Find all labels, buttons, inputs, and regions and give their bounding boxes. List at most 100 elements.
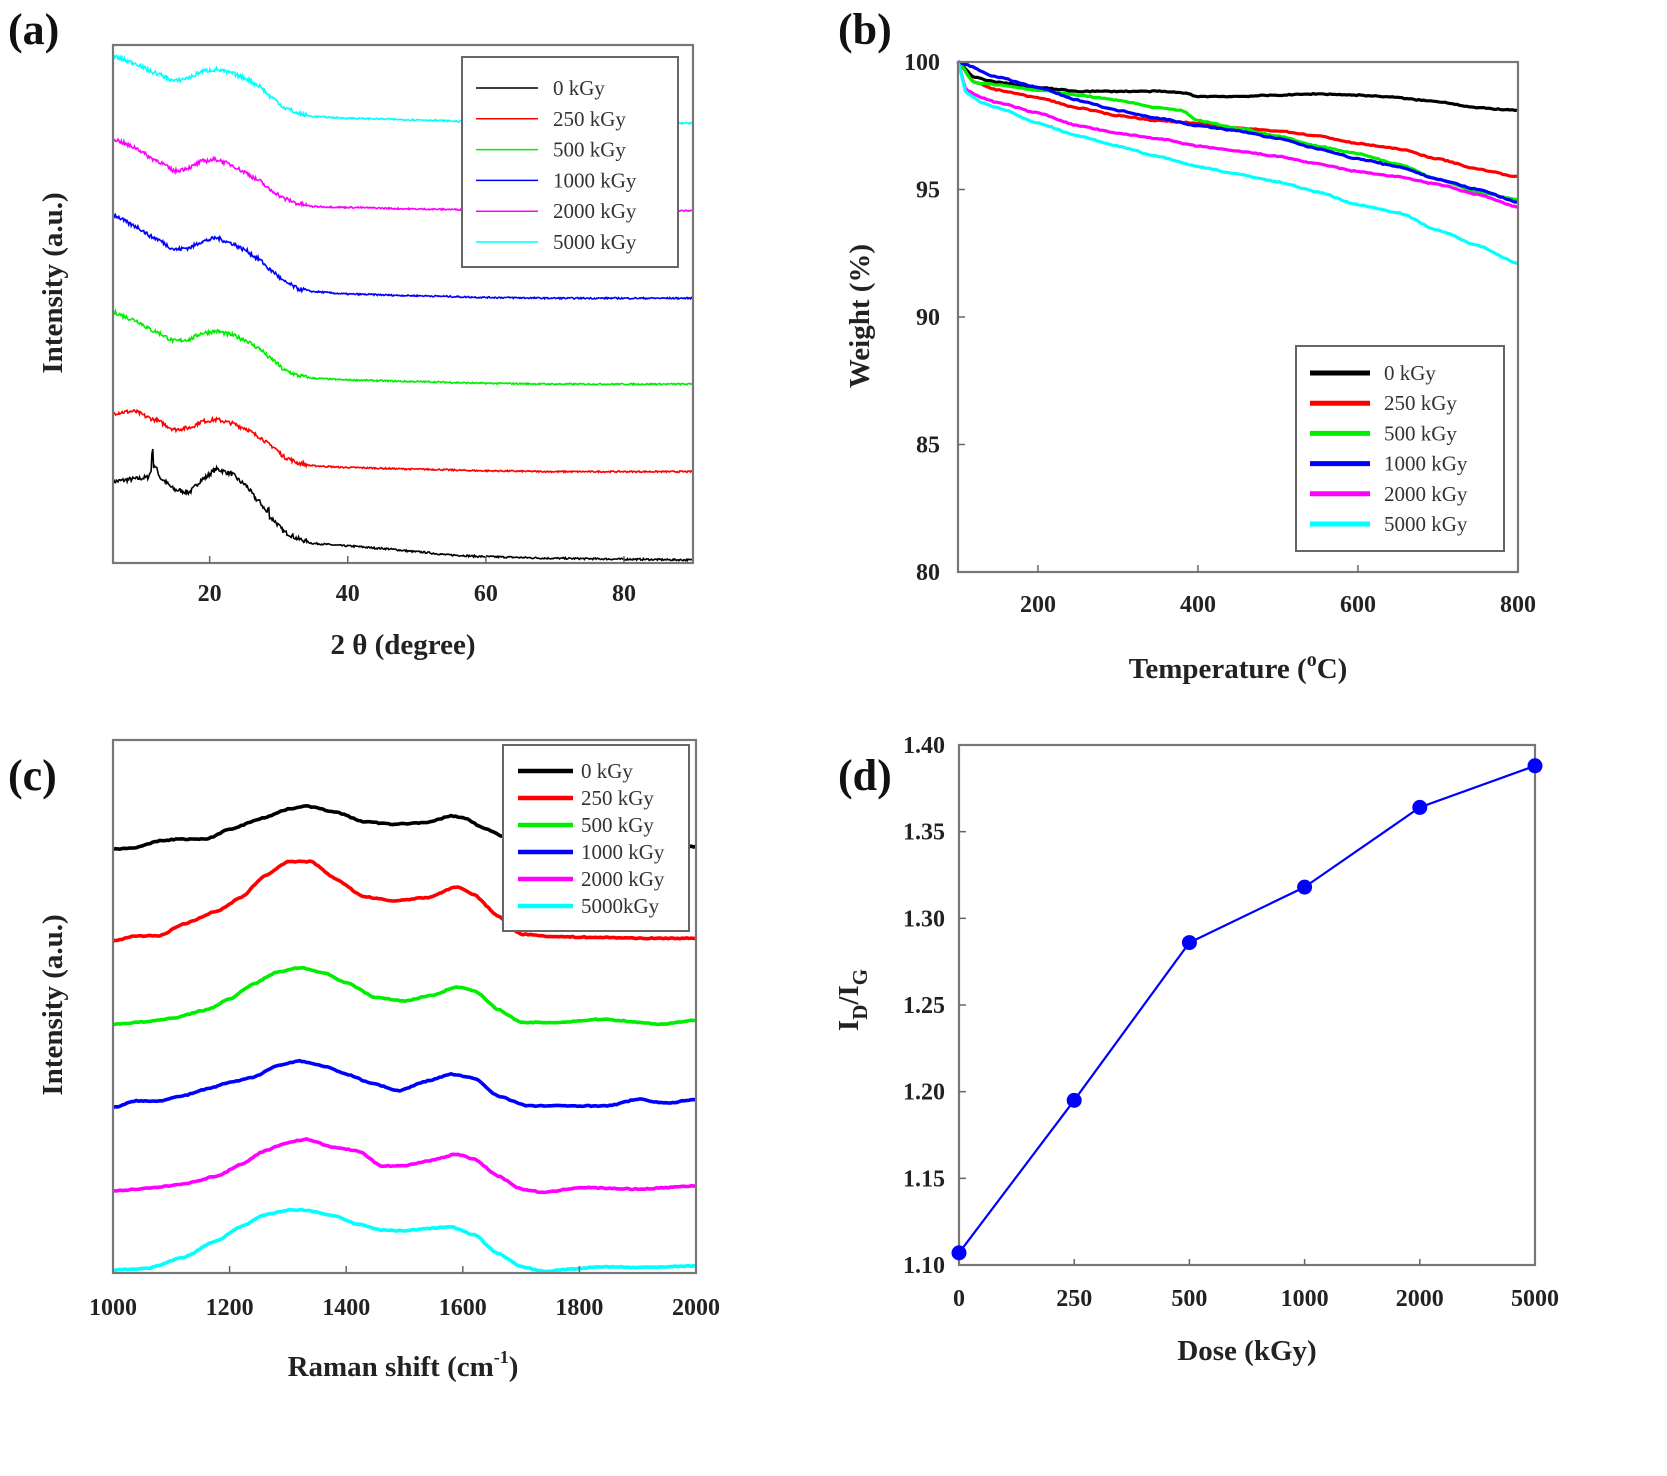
series-line-c-1000-kgy [112,1058,697,1110]
panel-c: (c) 1000 1200 1400 1600 1800 2000 Raman shift… [8,738,720,1383]
panel-c-xlabel-end: ) [509,1351,519,1383]
panel-c-ylabel: Intensity (a.u.) [37,914,69,1095]
panel-a: (a) 20 40 60 80 2 θ (degree) Intensity (a.u… [8,5,695,661]
series-line-a-500-kgy [112,308,693,387]
panel-d-ylabel-sub-g: G [848,969,872,985]
legend-label-5000-kgy: 5000 kGy [1384,512,1468,536]
panel-d-ylabel-mid: /I [833,985,865,1005]
x-tick-label: 5000 [1511,1286,1559,1312]
legend-label-500-kgy: 500 kGy [553,138,626,162]
x-tick-label: 0 [953,1286,965,1312]
panel-b-ylabel: Weight (%) [844,244,876,388]
y-tick-label: 1.10 [903,1253,945,1279]
x-tick-label: 1000 [1281,1286,1329,1312]
legend-label-2000-kgy: 2000 kGy [581,867,665,891]
data-point-500 [1181,935,1197,951]
series-line-b-1000-kgy [957,60,1518,204]
y-tick-label: 1.15 [903,1166,945,1192]
legend-label-1000-kgy: 1000 kGy [1384,452,1468,476]
legend-label-5000kgy: 5000kGy [581,894,660,918]
panel-c-xlabel: Raman shift (cm-1) [288,1347,519,1383]
y-tick-label: 95 [916,178,940,204]
x-tick-label: 40 [336,581,360,607]
x-tick-label: 2000 [1396,1286,1444,1312]
y-tick-label: 1.40 [903,733,945,759]
x-tick-label: 1800 [555,1295,603,1321]
legend-label-0-kgy: 0 kGy [581,759,633,783]
panel-a-ylabel: Intensity (a.u.) [37,192,69,373]
series-line-c-5000kgy [113,1207,697,1274]
x-tick-label: 2000 [672,1295,720,1321]
panel-c-legend: 0 kGy 250 kGy 500 kGy 1000 kGy 2000 kGy 5000k… [502,744,690,932]
y-tick-label: 1.35 [903,820,945,846]
series-line-a-0-kgy [112,448,693,563]
panel-b-ticks: 200 400 600 800 80 85 90 95 100 [904,50,1536,618]
x-tick-label: 80 [612,581,636,607]
series-line-a-250-kgy [112,408,693,474]
panel-b: (b) 200 400 600 800 80 85 90 95 100 Temperature … [838,5,1536,685]
legend-label-0-kgy: 0 kGy [1384,361,1436,385]
panel-a-frame [111,43,695,565]
legend-label-2000-kgy: 2000 kGy [553,199,637,223]
panel-d-frame [957,743,1537,1267]
x-tick-label: 60 [474,581,498,607]
x-tick-label: 1400 [322,1295,370,1321]
y-tick-label: 90 [916,305,940,331]
panel-d-ylabel-i: I [833,1020,865,1031]
panel-d: (d) 0 250 500 1000 2000 5000 1.10 1.15 1.20 1.25 1… [833,733,1559,1367]
x-tick-label: 800 [1500,592,1536,618]
y-tick-label: 100 [904,50,940,76]
panel-c-xlabel-sup: -1 [494,1347,509,1367]
series-line-b-2000-kgy [956,61,1518,209]
panel-d-series [951,758,1543,1261]
panel-a-series [112,54,693,563]
panel-d-ylabel-sub-d: D [848,1005,872,1020]
series-line-b-5000-kgy [956,61,1518,265]
y-tick-label: 1.30 [903,906,945,932]
data-point-2000 [1412,799,1428,815]
x-tick-label: 600 [1340,592,1376,618]
panel-b-xlabel-sup: o [1307,649,1317,671]
series-line-c-2000-kgy [112,1137,697,1195]
legend-label-250-kgy: 250 kGy [553,107,626,131]
series-line-c-500-kgy [112,965,697,1027]
y-tick-label: 1.25 [903,993,945,1019]
legend-label-250-kgy: 250 kGy [581,786,654,810]
legend-label-5000-kgy: 5000 kGy [553,230,637,254]
panel-label-b: (b) [838,5,892,54]
panel-b-series [956,60,1518,265]
panel-a-xlabel: 2 θ (degree) [330,629,475,661]
panel-label-c: (c) [8,751,57,800]
series-line-b-250-kgy [957,60,1518,179]
y-tick-label: 85 [916,433,940,459]
panel-c-series [112,804,697,1274]
panel-b-xlabel: Temperature (oC) [1129,649,1348,685]
panel-d-xlabel: Dose (kGy) [1177,1335,1316,1367]
x-tick-label: 500 [1171,1286,1207,1312]
x-tick-label: 1200 [206,1295,254,1321]
legend-label-1000-kgy: 1000 kGy [581,840,665,864]
data-point-1000 [1297,879,1313,895]
panel-d-ticks: 0 250 500 1000 2000 5000 1.10 1.15 1.20 1.25 1.30 1… [903,733,1559,1312]
panel-b-legend-box [1295,345,1505,552]
series-line-b-0-kgy [957,60,1518,113]
series-line-d [958,764,1536,1254]
panel-b-xlabel-main: Temperature ( [1129,653,1307,685]
panel-a-x-ticks: 20 40 60 80 [198,556,636,607]
data-point-0 [951,1245,967,1261]
panel-c-x-ticks: 1000 1200 1400 1600 1800 2000 [89,1266,720,1321]
panel-b-legend: 0 kGy 250 kGy 500 kGy 1000 kGy 2000 kGy 5000 … [1295,345,1505,552]
legend-label-2000-kgy: 2000 kGy [1384,482,1468,506]
panel-a-legend: 0 kGy 250 kGy 500 kGy 1000 kGy 2000 kGy 5000 … [461,56,679,268]
panel-c-frame [111,738,698,1275]
panel-a-legend-box [461,56,679,268]
panel-c-legend-box [502,744,690,932]
x-tick-label: 250 [1056,1286,1092,1312]
y-tick-label: 80 [916,560,940,586]
data-point-5000 [1527,758,1543,774]
x-tick-label: 200 [1020,592,1056,618]
x-tick-label: 1600 [439,1295,487,1321]
panel-d-ylabel: ID/IG [833,969,872,1031]
y-tick-label: 1.20 [903,1080,945,1106]
